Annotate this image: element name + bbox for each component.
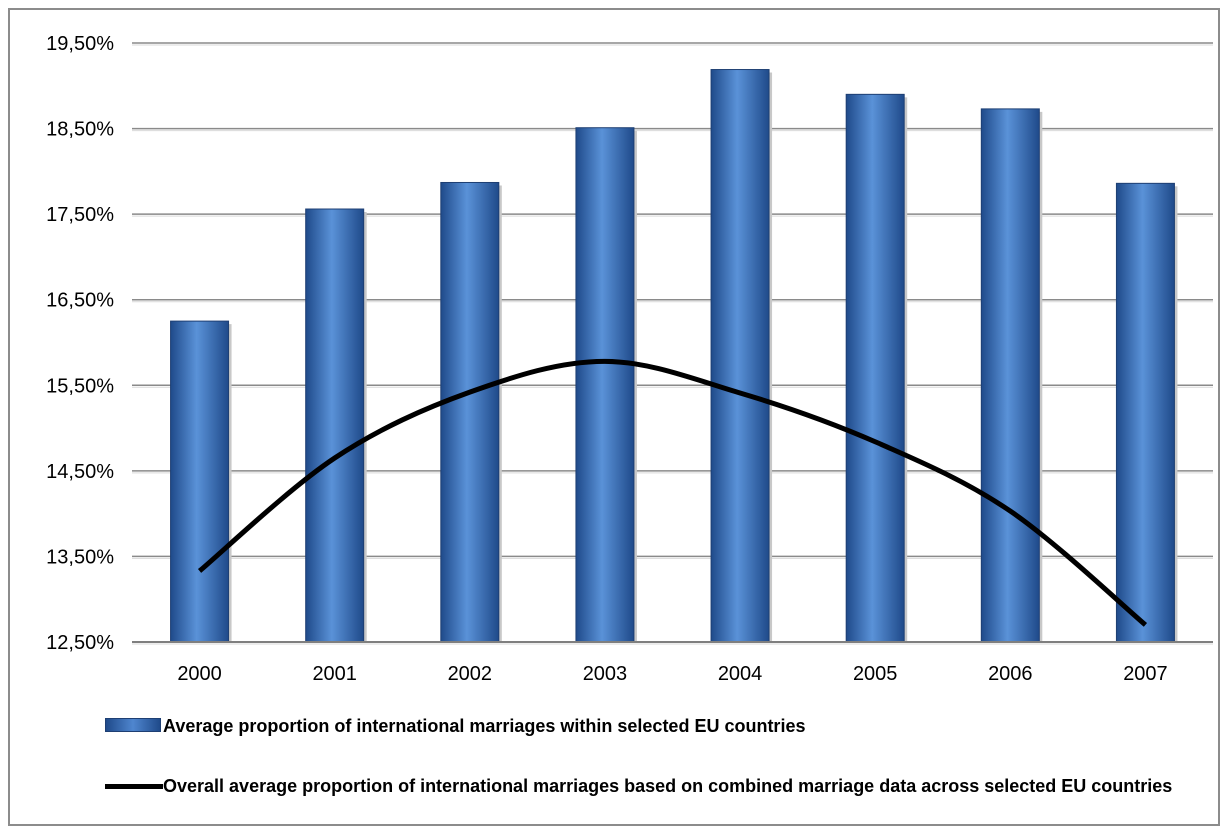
x-tick-label: 2002 [448, 663, 493, 685]
bar [440, 181, 500, 643]
y-tick-label: 18,50% [46, 119, 114, 141]
y-tick-label: 14,50% [46, 461, 114, 483]
bar [170, 320, 230, 643]
x-tick-label: 2004 [718, 663, 763, 685]
x-tick-label: 2007 [1123, 663, 1168, 685]
y-tick-label: 13,50% [46, 546, 114, 568]
y-tick-label: 12,50% [46, 632, 114, 654]
x-tick-label: 2006 [988, 663, 1033, 685]
bar [710, 69, 770, 643]
legend-swatch-line [105, 784, 163, 789]
legend-label-bars: Average proportion of international marr… [163, 716, 806, 736]
y-tick-label: 16,50% [46, 290, 114, 312]
bar [845, 93, 905, 643]
x-tick-label: 2005 [853, 663, 898, 685]
bar [980, 108, 1040, 643]
bar [1115, 182, 1175, 643]
x-tick-label: 2000 [177, 663, 222, 685]
legend-item-line: Overall average proportion of internatio… [105, 774, 1193, 799]
y-tick-label: 15,50% [46, 375, 114, 397]
x-tick-label: 2003 [583, 663, 628, 685]
y-tick-label: 19,50% [46, 33, 114, 55]
bar [305, 208, 365, 643]
chart-plot: 19,50% 18,50% 17,50% 16,50% 15,50% 14,50% 13,5… [46, 33, 1213, 685]
x-tick-label: 2001 [312, 663, 357, 685]
bar [575, 127, 635, 643]
legend-swatch-bar [105, 718, 161, 732]
series-line [197, 358, 1148, 627]
y-tick-label: 17,50% [46, 204, 114, 226]
chart-frame: 19,50% 18,50% 17,50% 16,50% 15,50% 14,50% 13,5… [8, 8, 1220, 826]
legend-item-bars: Average proportion of international marr… [105, 714, 1193, 739]
legend-label-line: Overall average proportion of internatio… [163, 776, 1173, 796]
